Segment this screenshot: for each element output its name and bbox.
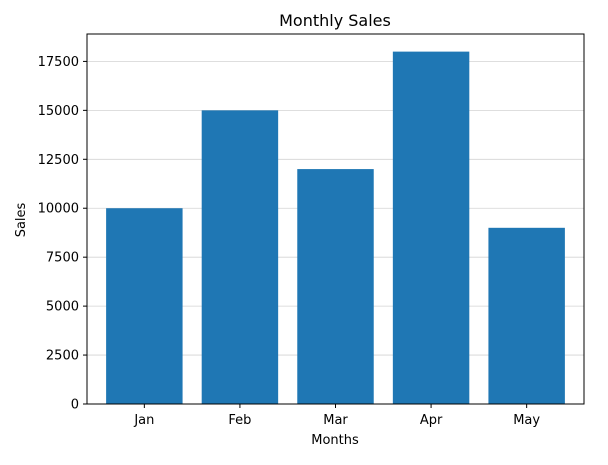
x-tick-label-apr: Apr <box>420 413 443 428</box>
y-tick-label-6: 15000 <box>38 104 79 119</box>
chart-title: Monthly Sales <box>279 11 391 30</box>
bar-apr <box>392 51 470 404</box>
bar-feb <box>201 110 279 404</box>
bar-may <box>488 227 565 404</box>
y-tick-label-4: 10000 <box>38 202 79 217</box>
x-tick-label-feb: Feb <box>228 413 251 428</box>
bar-jan <box>106 208 183 404</box>
x-tick-label-may: May <box>513 413 540 428</box>
y-tick-label-1: 2500 <box>46 349 79 364</box>
y-tick-label-5: 12500 <box>38 153 79 168</box>
x-ticks: Jan Feb Mar Apr May <box>133 404 540 428</box>
y-tick-label-7: 17500 <box>38 55 79 70</box>
x-tick-label-jan: Jan <box>133 413 154 428</box>
y-tick-label-3: 7500 <box>46 251 79 266</box>
x-tick-label-mar: Mar <box>323 413 348 428</box>
bar-mar <box>297 169 374 404</box>
y-tick-label-2: 5000 <box>46 300 79 315</box>
y-ticks: 0 2500 5000 7500 10000 12500 15000 17500 <box>38 55 87 413</box>
y-axis-label: Sales <box>14 202 29 237</box>
y-tick-label-0: 0 <box>71 398 79 413</box>
bars <box>106 51 565 404</box>
x-axis-label: Months <box>311 433 359 448</box>
